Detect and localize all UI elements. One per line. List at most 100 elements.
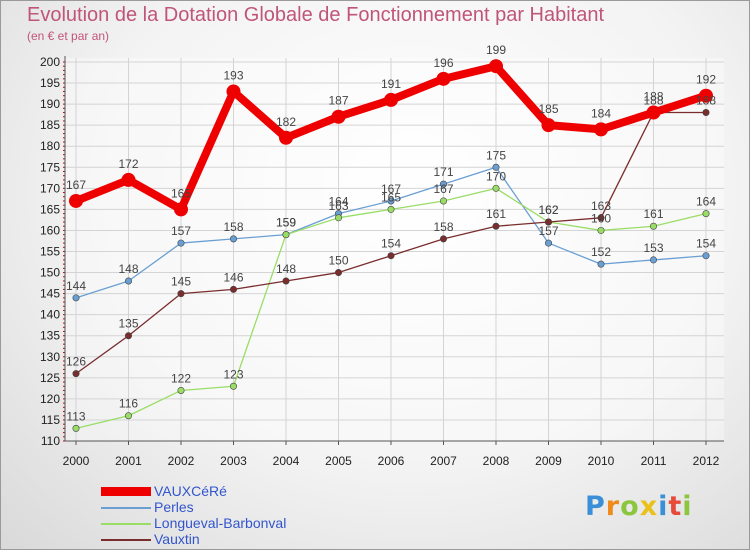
y-tick-label: 150 [40,266,60,280]
data-label: 148 [276,262,296,276]
y-tick-label: 185 [40,118,60,132]
data-point [177,239,185,247]
x-tick-label: 2009 [535,454,562,468]
data-point [125,277,133,285]
data-point [72,424,80,432]
data-point [331,109,346,124]
x-tick-label: 2004 [273,454,300,468]
data-point [436,71,451,86]
data-label: 171 [433,165,453,179]
y-tick-label: 195 [40,76,60,90]
data-point [702,109,710,117]
data-point [282,231,290,239]
data-point [387,252,395,260]
data-point [177,290,185,298]
proxiti-logo: Proxiti [585,491,693,522]
data-label: 159 [276,216,296,230]
data-point [541,118,556,133]
data-label: 152 [591,245,611,259]
data-point [226,84,241,99]
data-label: 113 [66,409,85,423]
data-point [649,256,657,264]
y-tick-label: 155 [40,245,60,259]
data-label: 164 [696,195,716,209]
x-tick-label: 2003 [220,454,247,468]
data-point [334,214,342,222]
data-label: 188 [643,90,663,104]
y-tick-label: 165 [40,202,60,216]
data-point [72,370,80,378]
data-label: 157 [171,224,191,238]
data-label: 196 [433,56,453,70]
y-tick-label: 125 [40,371,60,385]
data-label: 192 [696,73,716,87]
x-tick-label: 2011 [641,454,667,468]
axes: 110 115 120 125 130 135 140 145 150 155 160 165 170 1… [40,55,724,468]
data-point [121,172,136,187]
data-label: 164 [328,195,348,209]
logo-letter: i [682,491,693,522]
y-tick-label: 140 [40,308,60,322]
data-label: 116 [119,397,138,411]
data-label: 122 [171,371,191,385]
y-tick-label: 135 [40,329,60,343]
data-point [597,226,605,234]
data-point [230,285,238,293]
data-label: 199 [486,43,506,57]
data-label: 157 [538,224,558,238]
data-label: 163 [591,199,611,213]
x-tick-label: 2006 [378,454,405,468]
data-point [72,294,80,302]
data-point [177,386,185,394]
data-point [597,260,605,268]
data-label: 172 [118,157,138,171]
data-label: 191 [381,77,401,91]
data-label: 184 [591,106,611,120]
x-tick-label: 2008 [483,454,510,468]
logo-letter: r [605,491,621,522]
data-label: 159 [276,216,296,230]
data-point [387,197,395,205]
data-label: 170 [486,169,506,183]
legend-swatch [101,523,151,525]
data-point [597,214,605,222]
data-label: 150 [328,254,348,268]
x-tick-label: 2002 [168,454,195,468]
x-tick-label: 2012 [693,454,720,468]
data-point [384,92,398,107]
data-label: 182 [276,115,296,129]
logo-letter: i [658,491,669,522]
data-point [387,205,395,213]
data-label: 158 [433,220,453,234]
data-label: 135 [118,317,138,331]
legend-swatch [101,487,151,496]
y-tick-label: 130 [40,350,60,364]
data-label: 148 [118,262,138,276]
legend-label: Perles [154,499,194,515]
y-tick-label: 180 [40,139,60,153]
y-tick-label: 175 [40,160,60,174]
data-point [702,210,710,218]
data-point [702,252,710,260]
data-label: 161 [643,207,663,221]
legend-label: VAUXCéRé [154,483,227,499]
legend-label: Longueval-Barbonval [154,515,287,531]
data-point [439,180,447,188]
data-label: 146 [223,270,243,284]
data-label: 154 [696,237,716,251]
data-point [125,332,133,340]
logo-letter: o [620,491,640,522]
data-point [230,382,238,390]
data-label: 161 [486,207,506,221]
data-point [544,218,552,226]
data-label: 144 [66,279,86,293]
data-label: 153 [643,241,663,255]
data-point [174,202,188,217]
data-point [594,122,608,137]
chart-subtitle: (en € et par an) [27,29,110,43]
data-point [230,235,238,243]
data-label: 175 [486,148,506,162]
x-tick-label: 2007 [430,454,457,468]
